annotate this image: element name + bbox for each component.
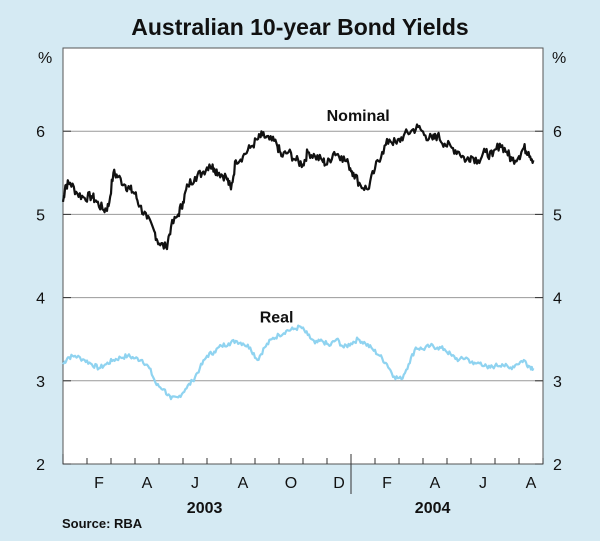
y-tick-label-right: 5 — [553, 207, 562, 224]
y-tick-label-right: 3 — [553, 374, 562, 391]
x-tick-label: A — [238, 475, 249, 492]
plot-area — [62, 47, 544, 465]
x-year-label: 2003 — [187, 500, 223, 517]
x-year-label: 2004 — [415, 500, 451, 517]
chart-title: Australian 10-year Bond Yields — [131, 14, 469, 40]
source-note: Source: RBA — [62, 516, 143, 531]
y-tick-label-left: 6 — [36, 124, 45, 141]
y-tick-label-right: 4 — [553, 291, 562, 308]
x-tick-label: J — [191, 475, 199, 492]
y-axis-unit-left: % — [38, 50, 53, 67]
series-label-real: Real — [260, 310, 294, 327]
x-tick-label: O — [285, 475, 297, 492]
y-tick-label-left: 5 — [36, 207, 45, 224]
x-tick-label: A — [142, 475, 153, 492]
y-tick-label-right: 6 — [553, 124, 562, 141]
y-tick-label-left: 2 — [36, 457, 45, 474]
y-tick-label-right: 2 — [553, 457, 562, 474]
x-tick-label: A — [526, 475, 537, 492]
x-tick-label: D — [333, 475, 345, 492]
y-tick-label-left: 4 — [36, 291, 45, 308]
x-tick-label: A — [430, 475, 441, 492]
series-line-real — [62, 324, 535, 401]
x-tick-label: F — [94, 475, 104, 492]
series-label-nominal: Nominal — [327, 108, 390, 125]
x-tick-label: J — [479, 475, 487, 492]
series-line-nominal — [61, 123, 535, 251]
x-tick-label: F — [382, 475, 392, 492]
y-axis-unit-right: % — [552, 50, 567, 67]
y-tick-label-left: 3 — [36, 374, 45, 391]
